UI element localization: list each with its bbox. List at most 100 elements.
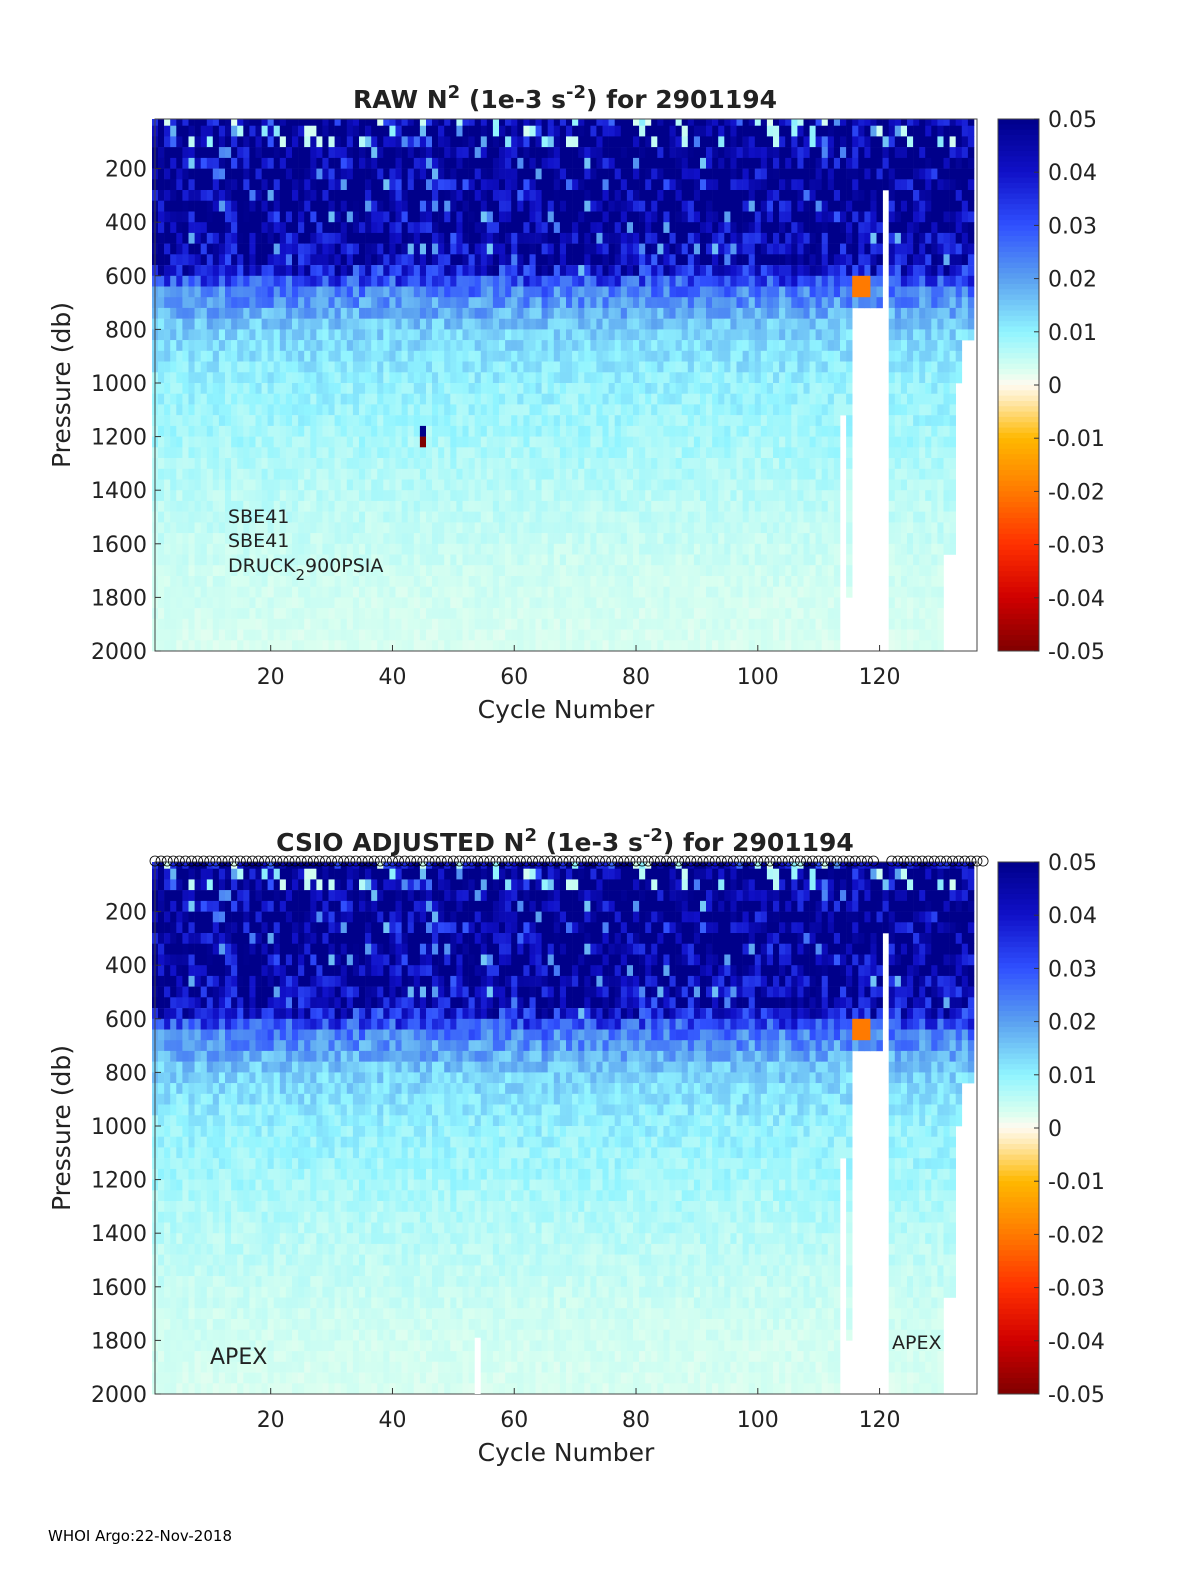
- heatmap-cell: [480, 436, 488, 448]
- heatmap-cell: [748, 554, 756, 566]
- heatmap-cell: [231, 554, 238, 566]
- heatmap-cell: [505, 147, 512, 159]
- heatmap-cell: [529, 447, 536, 459]
- heatmap-cell: [566, 479, 573, 491]
- heatmap-cell: [255, 468, 262, 480]
- heatmap-cell: [340, 511, 348, 523]
- heatmap-cell: [553, 286, 561, 298]
- heatmap-cell: [663, 350, 670, 362]
- heatmap-cell: [212, 393, 220, 405]
- heatmap-cell: [328, 404, 335, 416]
- heatmap-cell: [212, 586, 220, 598]
- heatmap-cell: [541, 168, 548, 180]
- heatmap-cell: [389, 425, 396, 437]
- heatmap-cell: [182, 254, 189, 266]
- heatmap-cell: [663, 329, 670, 341]
- heatmap-cell: [365, 543, 372, 555]
- heatmap-cell: [523, 286, 530, 298]
- heatmap-cell: [273, 372, 281, 384]
- heatmap-cell: [547, 608, 555, 620]
- heatmap-cell: [285, 608, 293, 620]
- heatmap-cell: [748, 275, 756, 287]
- heatmap-cell: [620, 586, 628, 598]
- heatmap-cell: [419, 468, 427, 480]
- heatmap-cell: [231, 618, 238, 630]
- heatmap-cell: [486, 393, 494, 405]
- heatmap-cell: [359, 157, 366, 169]
- heatmap-cell: [298, 329, 305, 341]
- heatmap-cell: [194, 243, 201, 255]
- heatmap-cell: [572, 468, 579, 480]
- heatmap-cell: [492, 286, 500, 298]
- heatmap-cell: [486, 211, 494, 223]
- heatmap-cell: [572, 157, 579, 169]
- heatmap-cell: [602, 415, 609, 427]
- heatmap-cell: [675, 383, 682, 394]
- heatmap-cell: [474, 576, 482, 587]
- heatmap-cell: [754, 468, 762, 480]
- heatmap-cell: [511, 608, 518, 620]
- heatmap-cell: [547, 275, 555, 287]
- heatmap-cell: [285, 275, 293, 287]
- heatmap-cell: [200, 543, 208, 555]
- heatmap-cell: [468, 640, 475, 652]
- heatmap-cell: [639, 211, 646, 223]
- heatmap-cell: [499, 190, 506, 201]
- heatmap-cell: [608, 372, 615, 384]
- heatmap-cell: [633, 533, 640, 545]
- heatmap-cell: [334, 586, 341, 598]
- heatmap-cell: [584, 522, 591, 534]
- heatmap-cell: [346, 500, 354, 512]
- heatmap-cell: [292, 586, 299, 598]
- heatmap-cell: [170, 533, 177, 545]
- heatmap-cell: [663, 243, 670, 255]
- heatmap-cell: [462, 490, 469, 502]
- heatmap-cell: [706, 179, 713, 191]
- heatmap-cell: [541, 275, 548, 287]
- heatmap-cell: [176, 447, 183, 459]
- heatmap-cell: [505, 200, 512, 212]
- heatmap-cell: [444, 200, 451, 212]
- heatmap-cell: [255, 211, 262, 223]
- heatmap-cell: [499, 522, 506, 534]
- heatmap-cell: [285, 297, 293, 309]
- heatmap-cell: [614, 190, 622, 201]
- heatmap-cell: [687, 618, 695, 630]
- heatmap-cell: [566, 329, 573, 341]
- heatmap-cell: [218, 447, 226, 459]
- heatmap-cell: [517, 629, 524, 641]
- heatmap-cell: [334, 618, 341, 630]
- heatmap-cell: [700, 543, 707, 555]
- heatmap-cell: [480, 533, 488, 545]
- heatmap-cell: [468, 511, 475, 523]
- heatmap-cell: [639, 254, 646, 266]
- heatmap-cell: [468, 490, 475, 502]
- heatmap-cell: [492, 415, 500, 427]
- heatmap-cell: [499, 275, 506, 287]
- heatmap-cell: [748, 200, 756, 212]
- heatmap-cell: [693, 243, 701, 255]
- heatmap-cell: [164, 500, 171, 512]
- heatmap-cell: [645, 119, 652, 126]
- heatmap-cell: [255, 265, 262, 277]
- heatmap-cell: [584, 618, 591, 630]
- heatmap-cell: [693, 383, 701, 394]
- heatmap-cell: [255, 576, 262, 587]
- heatmap-cell: [517, 479, 524, 491]
- heatmap-cell: [681, 265, 689, 277]
- heatmap-cell: [724, 468, 731, 480]
- heatmap-cell: [462, 500, 469, 512]
- heatmap-cell: [444, 179, 451, 191]
- heatmap-cell: [657, 361, 664, 373]
- heatmap-cell: [322, 425, 329, 437]
- heatmap-cell: [706, 511, 713, 523]
- heatmap-cell: [389, 629, 396, 641]
- heatmap-cell: [310, 468, 317, 480]
- heatmap-cell: [633, 297, 640, 309]
- heatmap-cell: [693, 404, 701, 416]
- heatmap-cell: [267, 243, 274, 255]
- heatmap-cell: [432, 468, 439, 480]
- heatmap-cell: [194, 522, 201, 534]
- heatmap-cell: [468, 425, 475, 437]
